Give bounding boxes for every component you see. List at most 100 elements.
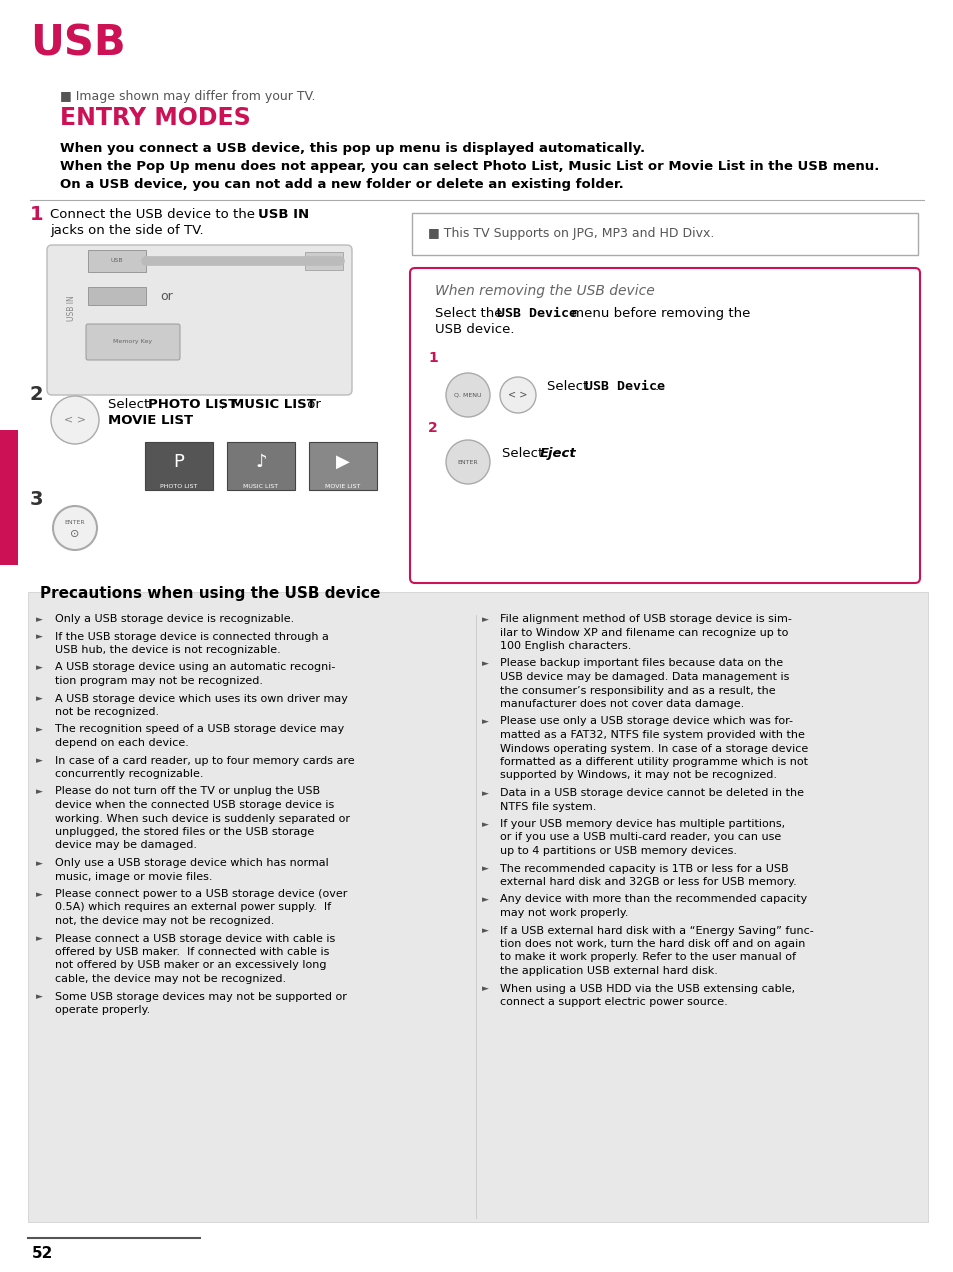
Text: ■ This TV Supports on JPG, MP3 and HD Divx.: ■ This TV Supports on JPG, MP3 and HD Di… (428, 226, 714, 240)
Text: ►: ► (36, 695, 43, 703)
Text: In case of a card reader, up to four memory cards are: In case of a card reader, up to four mem… (55, 756, 355, 766)
Text: USB hub, the device is not recognizable.: USB hub, the device is not recognizable. (55, 645, 280, 655)
Text: Please connect power to a USB storage device (over: Please connect power to a USB storage de… (55, 889, 347, 899)
Text: ►: ► (36, 614, 43, 625)
Circle shape (446, 440, 490, 485)
Bar (305, 252, 343, 270)
Text: USB IN: USB IN (257, 209, 309, 221)
Text: .: . (572, 446, 576, 460)
Text: USB device may be damaged. Data management is: USB device may be damaged. Data manageme… (499, 672, 788, 682)
Text: USB Device: USB Device (584, 380, 664, 393)
Bar (88, 287, 146, 305)
Text: ►: ► (481, 926, 488, 935)
Text: music, image or movie files.: music, image or movie files. (55, 871, 213, 881)
Text: ■ Image shown may differ from your TV.: ■ Image shown may differ from your TV. (60, 90, 315, 103)
Text: On a USB device, you can not add a new folder or delete an existing folder.: On a USB device, you can not add a new f… (60, 178, 623, 191)
Text: ►: ► (481, 985, 488, 993)
Text: PHOTO LIST: PHOTO LIST (148, 398, 237, 411)
Text: USB: USB (111, 258, 123, 263)
Bar (28, 591, 927, 1222)
Text: not, the device may not be recognized.: not, the device may not be recognized. (55, 916, 274, 926)
Text: operate properly.: operate properly. (55, 1005, 150, 1015)
Text: ENTER: ENTER (65, 519, 85, 524)
Text: depend on each device.: depend on each device. (55, 738, 189, 748)
Bar (88, 251, 146, 272)
Text: the application USB external hard disk.: the application USB external hard disk. (499, 965, 717, 976)
Text: P: P (173, 453, 184, 471)
Bar (227, 441, 294, 490)
Bar (0, 430, 18, 565)
Text: Please backup important files because data on the: Please backup important files because da… (499, 659, 782, 669)
Text: concurrently recognizable.: concurrently recognizable. (55, 770, 203, 778)
Bar (309, 441, 376, 490)
Text: up to 4 partitions or USB memory devices.: up to 4 partitions or USB memory devices… (499, 846, 737, 856)
Text: connect a support electric power source.: connect a support electric power source. (499, 997, 727, 1007)
Text: ►: ► (36, 859, 43, 868)
Text: ►: ► (481, 659, 488, 669)
Text: Please connect a USB storage device with cable is: Please connect a USB storage device with… (55, 934, 335, 944)
Text: menu before removing the: menu before removing the (566, 307, 750, 321)
Circle shape (446, 373, 490, 417)
Text: The recommended capacity is 1TB or less for a USB: The recommended capacity is 1TB or less … (499, 864, 788, 874)
Text: ►: ► (481, 820, 488, 829)
Text: working. When such device is suddenly separated or: working. When such device is suddenly se… (55, 814, 350, 823)
Bar (145, 441, 213, 490)
Text: Connect the USB device to the: Connect the USB device to the (50, 209, 259, 221)
Text: PHOTO LIST: PHOTO LIST (160, 483, 197, 488)
Text: MUSIC LIST: MUSIC LIST (243, 483, 278, 488)
Text: device when the connected USB storage device is: device when the connected USB storage de… (55, 800, 334, 810)
Text: < >: < > (508, 391, 527, 399)
Text: the consumer’s responsibility and as a result, the: the consumer’s responsibility and as a r… (499, 686, 775, 696)
Text: 100 English characters.: 100 English characters. (499, 641, 631, 651)
Text: Precautions when using the USB device: Precautions when using the USB device (40, 586, 380, 600)
Text: ⊙: ⊙ (71, 529, 80, 539)
Text: MUSIC LIST: MUSIC LIST (231, 398, 315, 411)
Text: ►: ► (36, 757, 43, 766)
Circle shape (53, 506, 97, 550)
Text: cable, the device may not be recognized.: cable, the device may not be recognized. (55, 974, 286, 985)
Text: Windows operating system. In case of a storage device: Windows operating system. In case of a s… (499, 744, 807, 753)
Text: unplugged, the stored files or the USB storage: unplugged, the stored files or the USB s… (55, 827, 314, 837)
Text: manufacturer does not cover data damage.: manufacturer does not cover data damage. (499, 700, 743, 709)
Text: device may be damaged.: device may be damaged. (55, 841, 196, 851)
Text: Select: Select (546, 380, 592, 393)
Text: Only a USB storage device is recognizable.: Only a USB storage device is recognizabl… (55, 614, 294, 625)
Text: 2: 2 (428, 421, 437, 435)
Text: ►: ► (36, 787, 43, 796)
Text: When using a USB HDD via the USB extensing cable,: When using a USB HDD via the USB extensi… (499, 983, 794, 993)
Text: The recognition speed of a USB storage device may: The recognition speed of a USB storage d… (55, 725, 344, 734)
FancyBboxPatch shape (47, 245, 352, 396)
Text: or: or (160, 290, 172, 303)
Circle shape (51, 396, 99, 444)
Text: If the USB storage device is connected through a: If the USB storage device is connected t… (55, 631, 329, 641)
Text: Only use a USB storage device which has normal: Only use a USB storage device which has … (55, 859, 329, 868)
Text: ►: ► (481, 717, 488, 726)
FancyBboxPatch shape (412, 212, 917, 254)
Text: ►: ► (481, 614, 488, 625)
Text: USB IN: USB IN (68, 295, 76, 321)
Text: ,: , (221, 398, 229, 411)
Text: matted as a FAT32, NTFS file system provided with the: matted as a FAT32, NTFS file system prov… (499, 730, 804, 740)
Text: USB Device: USB Device (497, 307, 577, 321)
Text: ilar to Window XP and filename can recognize up to: ilar to Window XP and filename can recog… (499, 627, 787, 637)
FancyBboxPatch shape (86, 324, 180, 360)
Text: 2: 2 (30, 385, 44, 404)
Text: ►: ► (36, 890, 43, 899)
Text: external hard disk and 32GB or less for USB memory.: external hard disk and 32GB or less for … (499, 876, 796, 887)
Text: Please do not turn off the TV or unplug the USB: Please do not turn off the TV or unplug … (55, 786, 320, 796)
Text: Data in a USB storage device cannot be deleted in the: Data in a USB storage device cannot be d… (499, 787, 803, 798)
Text: When the Pop Up menu does not appear, you can select Photo List, Music List or M: When the Pop Up menu does not appear, yo… (60, 160, 879, 173)
Text: or: or (303, 398, 320, 411)
Text: If your USB memory device has multiple partitions,: If your USB memory device has multiple p… (499, 819, 784, 829)
Text: When you connect a USB device, this pop up menu is displayed automatically.: When you connect a USB device, this pop … (60, 142, 644, 155)
Text: formatted as a different utility programme which is not: formatted as a different utility program… (499, 757, 807, 767)
Text: USB device.: USB device. (435, 323, 514, 336)
Text: tion does not work, turn the hard disk off and on again: tion does not work, turn the hard disk o… (499, 939, 804, 949)
Text: 0.5A) which requires an external power supply.  If: 0.5A) which requires an external power s… (55, 903, 331, 912)
Text: .: . (180, 413, 184, 427)
Text: 1: 1 (428, 351, 437, 365)
Text: ►: ► (481, 789, 488, 798)
Text: Any device with more than the recommended capacity: Any device with more than the recommende… (499, 894, 806, 904)
Text: ►: ► (36, 992, 43, 1001)
Text: .: . (655, 380, 659, 393)
